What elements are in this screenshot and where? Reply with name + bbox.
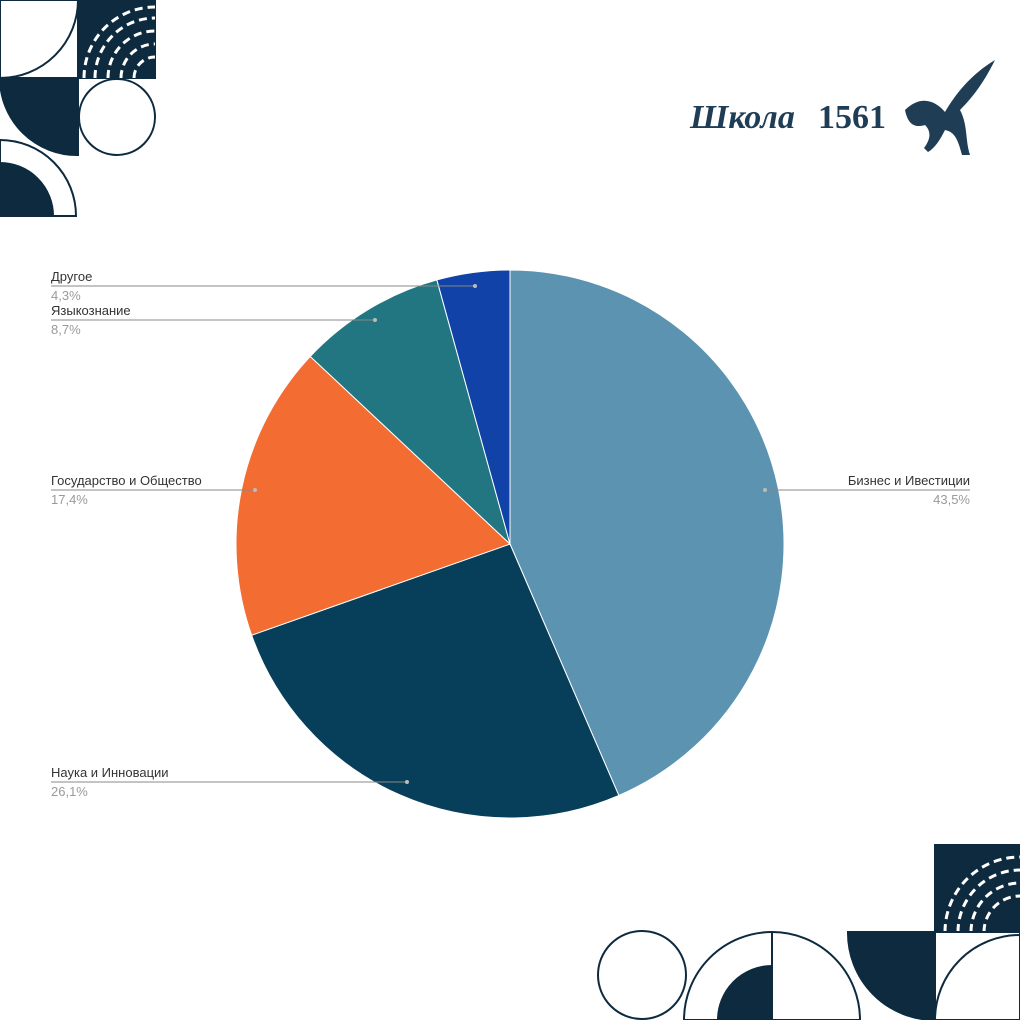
pie-slice — [250, 543, 620, 819]
pie-slice — [309, 279, 511, 546]
slice-label: Языкознание — [51, 303, 131, 318]
slice-label: Государство и Общество — [51, 473, 202, 488]
slice-value: 4,3% — [51, 288, 81, 303]
leader-dot — [763, 488, 767, 492]
leader-dot — [253, 488, 257, 492]
decor-top-left — [0, 0, 156, 217]
pie-slice — [235, 355, 511, 636]
logo-number: 1561 — [818, 99, 886, 136]
decor-bottom-right — [597, 844, 1020, 1020]
pie-chart: Бизнес и Ивестиции 43,5% Наука и Инновации… — [51, 269, 970, 819]
slice-label: Наука и Инновации — [51, 765, 169, 780]
slice-label: Бизнес и Ивестиции — [848, 473, 970, 488]
slice-value: 26,1% — [51, 784, 88, 799]
leader-dot — [473, 284, 477, 288]
logo: Школа 1561 — [689, 60, 995, 155]
slice-value: 43,5% — [933, 492, 970, 507]
logo-word: Школа — [689, 99, 795, 136]
pie-slice — [509, 269, 785, 797]
leader-dot — [373, 318, 377, 322]
pie-slice — [436, 269, 511, 545]
pegasus — [905, 60, 995, 155]
slice-label: Другое — [51, 269, 92, 284]
leader-dot — [405, 780, 409, 784]
slice-value: 17,4% — [51, 492, 88, 507]
slice-value: 8,7% — [51, 322, 81, 337]
